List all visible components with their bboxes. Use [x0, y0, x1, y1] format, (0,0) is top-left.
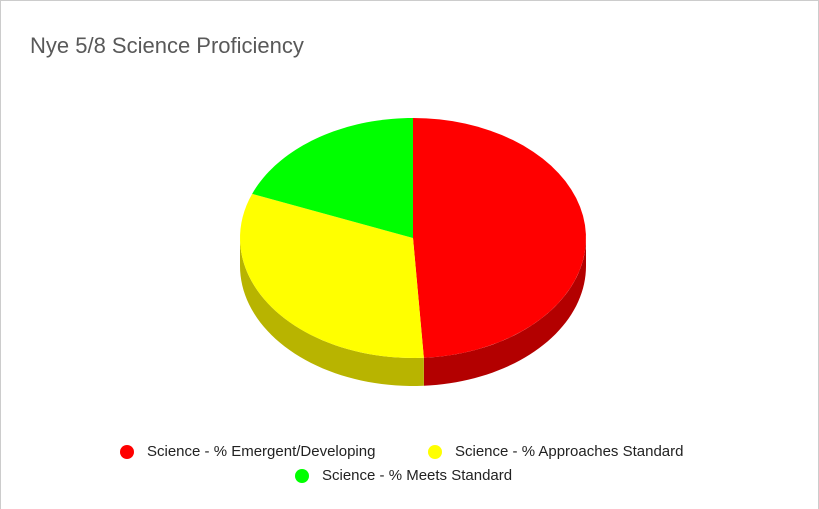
- legend-label: Science - % Emergent/Developing: [147, 443, 375, 460]
- legend-marker: [428, 445, 442, 459]
- pie-slice: [240, 193, 424, 358]
- pie-slice: [413, 118, 586, 358]
- chart-title: Nye 5/8 Science Proficiency: [30, 33, 304, 58]
- pie-slice-side: [423, 238, 586, 386]
- legend-marker: [295, 469, 309, 483]
- legend-marker: [120, 445, 134, 459]
- legend-label: Science - % Meets Standard: [322, 467, 512, 484]
- pie-slice-side: [240, 238, 424, 386]
- pie-slice: [252, 118, 413, 238]
- legend-label: Science - % Approaches Standard: [455, 443, 683, 460]
